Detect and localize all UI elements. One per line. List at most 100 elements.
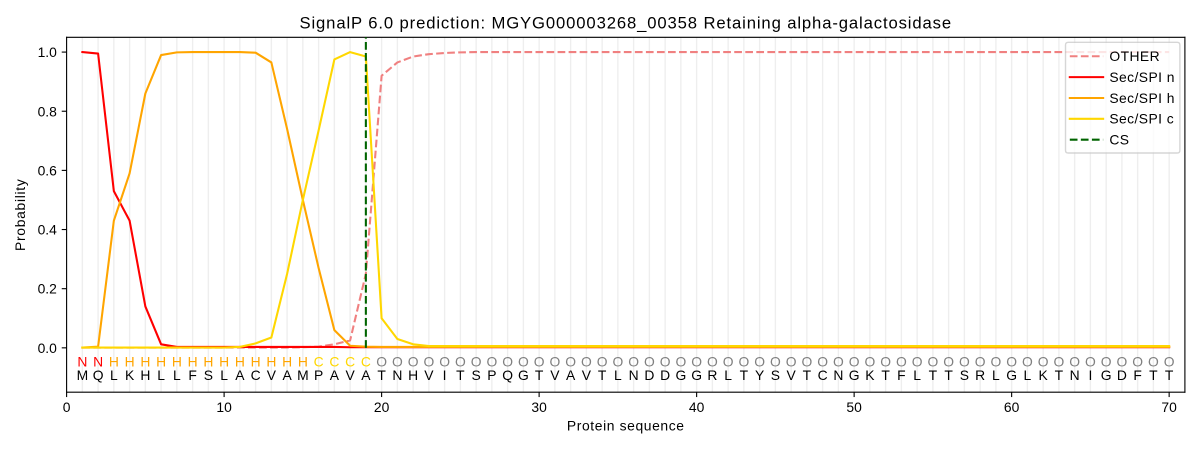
svg-text:F: F [897,367,905,383]
svg-text:O: O [770,354,781,370]
svg-text:O: O [864,354,875,370]
svg-text:Sec/SPI n: Sec/SPI n [1109,69,1174,85]
svg-text:D: D [660,367,670,383]
svg-text:T: T [1055,367,1064,383]
svg-text:P: P [314,367,323,383]
svg-text:O: O [612,354,623,370]
svg-text:C: C [329,354,339,370]
svg-text:O: O [833,354,844,370]
svg-text:L: L [992,367,1000,383]
svg-text:A: A [361,367,371,383]
svg-text:O: O [1085,354,1096,370]
svg-text:0.0: 0.0 [38,340,58,356]
svg-text:H: H [203,354,213,370]
svg-text:Protein sequence: Protein sequence [567,417,685,433]
svg-text:0.4: 0.4 [38,222,58,238]
svg-text:A: A [566,367,576,383]
svg-text:S: S [204,367,213,383]
svg-text:Y: Y [755,367,764,383]
svg-text:F: F [1133,367,1141,383]
svg-text:O: O [849,354,860,370]
svg-text:C: C [361,354,371,370]
svg-text:O: O [1069,354,1080,370]
svg-text:S: S [771,367,780,383]
svg-text:G: G [849,367,860,383]
svg-text:1.0: 1.0 [38,44,58,60]
svg-text:0.2: 0.2 [38,281,58,297]
svg-text:P: P [487,367,496,383]
svg-text:V: V [267,367,277,383]
svg-text:OTHER: OTHER [1109,48,1160,64]
svg-text:C: C [818,367,828,383]
svg-text:0.6: 0.6 [38,162,58,178]
svg-text:O: O [1053,354,1064,370]
svg-text:O: O [990,354,1001,370]
svg-text:L: L [724,367,732,383]
svg-text:O: O [486,354,497,370]
svg-text:O: O [1101,354,1112,370]
svg-text:T: T [1165,367,1174,383]
svg-text:O: O [912,354,923,370]
svg-text:O: O [376,354,387,370]
svg-text:K: K [865,367,875,383]
svg-text:A: A [330,367,340,383]
svg-text:30: 30 [531,399,547,415]
svg-text:H: H [408,367,418,383]
svg-text:L: L [173,367,181,383]
svg-text:40: 40 [689,399,705,415]
svg-text:T: T [598,367,607,383]
svg-text:N: N [833,367,843,383]
svg-text:O: O [1038,354,1049,370]
svg-text:S: S [471,367,480,383]
svg-text:O: O [518,354,529,370]
svg-text:M: M [77,367,89,383]
svg-text:50: 50 [846,399,862,415]
svg-text:O: O [1164,354,1175,370]
svg-text:O: O [943,354,954,370]
svg-text:Q: Q [93,367,104,383]
svg-text:O: O [455,354,466,370]
svg-text:V: V [582,367,592,383]
svg-text:I: I [1088,367,1092,383]
svg-text:I: I [443,367,447,383]
svg-text:O: O [1022,354,1033,370]
svg-text:G: G [1101,367,1112,383]
svg-text:D: D [644,367,654,383]
svg-text:O: O [691,354,702,370]
svg-text:H: H [109,354,119,370]
svg-text:M: M [297,367,309,383]
svg-text:SignalP 6.0 prediction: MGYG00: SignalP 6.0 prediction: MGYG000003268_00… [299,13,952,32]
svg-text:C: C [251,367,261,383]
svg-text:N: N [77,354,87,370]
svg-text:O: O [423,354,434,370]
svg-text:O: O [927,354,938,370]
svg-text:R: R [975,367,985,383]
svg-text:H: H [251,354,261,370]
svg-text:O: O [1132,354,1143,370]
svg-text:H: H [235,354,245,370]
svg-text:0.8: 0.8 [38,103,58,119]
svg-text:O: O [549,354,560,370]
svg-text:L: L [157,367,165,383]
svg-text:O: O [534,354,545,370]
svg-text:L: L [614,367,622,383]
svg-text:T: T [1149,367,1158,383]
svg-text:O: O [959,354,970,370]
svg-text:N: N [629,367,639,383]
svg-text:20: 20 [374,399,390,415]
svg-text:S: S [960,367,969,383]
svg-text:T: T [803,367,812,383]
svg-text:O: O [392,354,403,370]
svg-text:H: H [266,354,276,370]
svg-text:H: H [188,354,198,370]
svg-text:0: 0 [63,399,71,415]
svg-text:CS: CS [1109,132,1129,148]
svg-text:O: O [896,354,907,370]
svg-text:O: O [581,354,592,370]
svg-text:L: L [220,367,228,383]
svg-text:V: V [424,367,434,383]
svg-text:C: C [314,354,324,370]
svg-text:L: L [1024,367,1032,383]
svg-text:H: H [219,354,229,370]
svg-text:O: O [754,354,765,370]
